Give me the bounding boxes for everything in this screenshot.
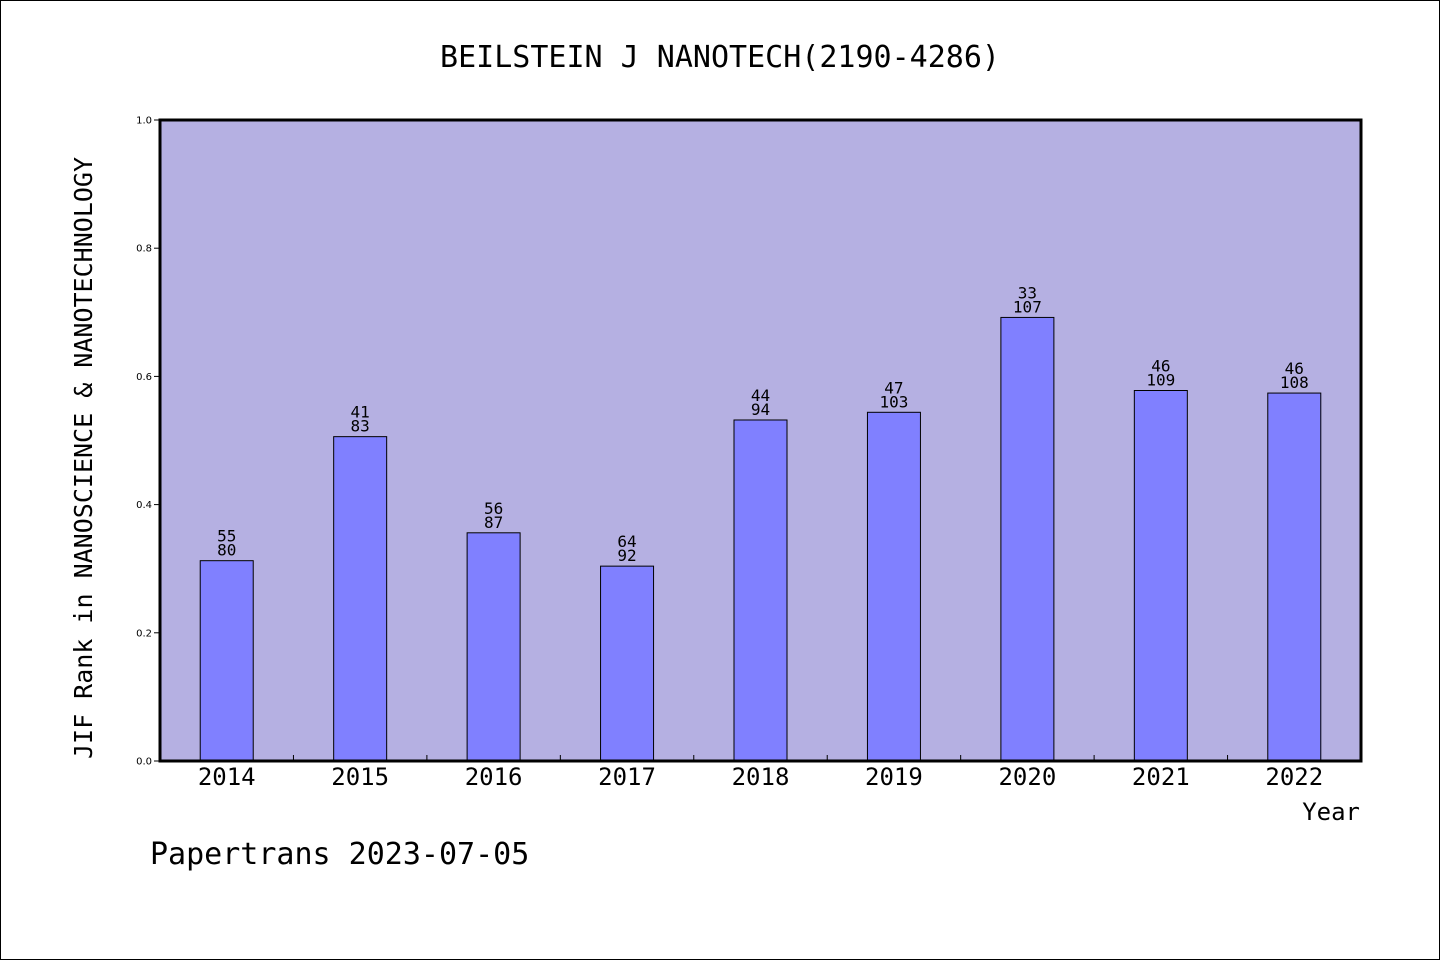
bar-2020 [1000,316,1055,762]
y-tick-label-0.2: 0.2 [136,628,152,639]
x-tick-label-2022: 2022 [1265,763,1323,791]
rank-label-2021: 46 [1151,357,1170,376]
bars-group [199,316,1322,762]
rank-label-2022: 46 [1285,359,1304,378]
y-tick-label-0.4: 0.4 [136,500,152,511]
y-tick-label-1.0: 1.0 [136,116,152,127]
x-tick-label-2014: 2014 [198,763,256,791]
y-axis: 0.0 0.2 0.4 0.6 0.8 1.0 [136,116,160,768]
x-tick-label-2019: 2019 [865,763,923,791]
bar-2015 [333,436,388,762]
total-label-2015: 83 [351,417,370,436]
y-tick-label-0.0: 0.0 [136,757,152,768]
bar-2021 [1133,390,1188,762]
bar-2022 [1267,392,1322,762]
x-tick-label-2021: 2021 [1132,763,1190,791]
footer-text: Papertrans 2023-07-05 [150,837,529,872]
rank-label-2020: 33 [1018,283,1037,302]
total-label-2014: 80 [217,541,236,560]
x-axis-label: Year [1302,798,1360,826]
x-tick-label-2015: 2015 [331,763,389,791]
chart-title: BEILSTEIN J NANOTECH(2190-4286) [440,40,1000,75]
rank-label-2015: 41 [351,403,370,422]
bar-2016 [466,532,521,762]
total-label-2017: 92 [617,546,636,565]
bar-2019 [866,411,921,762]
total-label-2022: 108 [1280,373,1309,392]
y-axis-label: JIF Rank in NANOSCIENCE & NANOTECHNOLOGY [69,157,98,759]
x-tick-label-2017: 2017 [598,763,656,791]
plot-border [158,118,1363,763]
total-label-2018: 94 [751,400,770,419]
bar-2014 [199,560,254,762]
rank-label-2017: 64 [617,532,636,551]
total-label-2016: 87 [484,513,503,532]
total-label-2020: 107 [1013,297,1042,316]
x-tick-label-2018: 2018 [732,763,790,791]
x-tick-label-2020: 2020 [998,763,1056,791]
rank-label-2014: 55 [217,527,236,546]
total-label-2019: 103 [879,392,908,411]
y-tick-label-0.8: 0.8 [136,244,152,255]
rank-label-2016: 56 [484,499,503,518]
bar-2017 [600,565,655,762]
y-tick-label-0.6: 0.6 [136,372,152,383]
rank-label-2019: 47 [884,378,903,397]
x-axis: 2014 2015 2016 2017 2018 2019 2020 2021 2022 [198,755,1323,791]
rank-label-2018: 44 [751,386,770,405]
total-label-2021: 109 [1146,371,1175,390]
x-tick-label-2016: 2016 [465,763,523,791]
bar-2018 [733,419,788,762]
